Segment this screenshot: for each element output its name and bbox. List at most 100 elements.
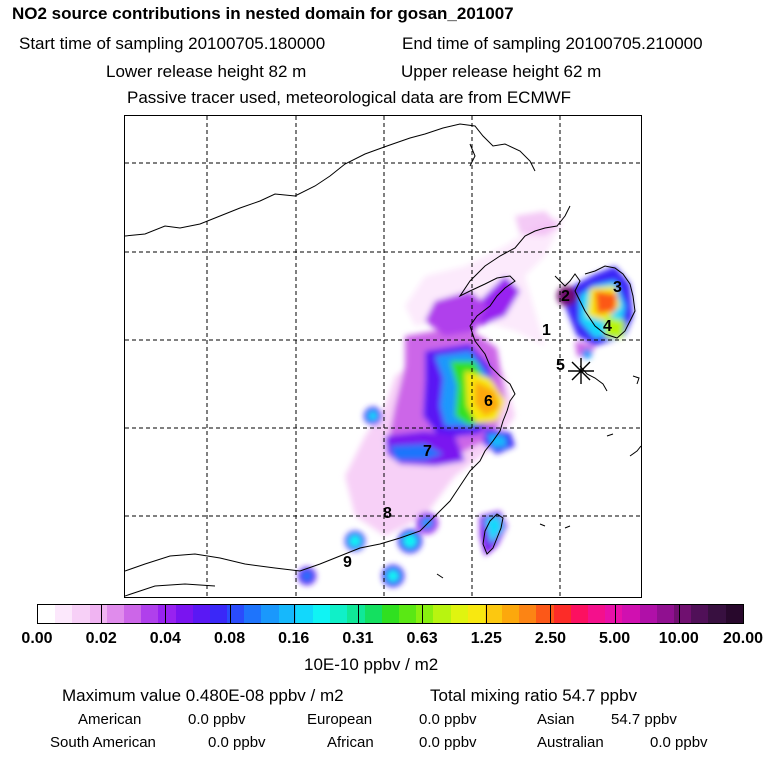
australian-value: 0.0 ppbv — [650, 734, 708, 751]
colorbar-swatch — [295, 605, 313, 623]
australian-label: Australian — [537, 734, 604, 751]
concentration-map — [125, 116, 641, 597]
colorbar-swatch — [158, 605, 176, 623]
colorbar-swatch — [261, 605, 279, 623]
colorbar-swatch — [519, 605, 537, 623]
colorbar-swatch — [55, 605, 73, 623]
colorbar-swatch — [209, 605, 228, 623]
total-mixing-ratio: Total mixing ratio 54.7 ppbv — [430, 686, 637, 705]
colorbar-tick-label: 0.08 — [213, 630, 246, 647]
colorbar-swatch — [381, 605, 399, 623]
colorbar-swatch — [244, 605, 262, 623]
colorbar — [37, 604, 744, 624]
colorbar-swatch — [141, 605, 159, 623]
colorbar-swatch — [605, 605, 623, 623]
colorbar-swatch — [656, 605, 674, 623]
map-panel — [124, 115, 642, 598]
european-label: European — [307, 711, 373, 728]
south-american-value: 0.0 ppbv — [208, 734, 266, 751]
colorbar-tick-label: 0.00 — [21, 630, 53, 647]
colorbar-swatch — [123, 605, 142, 623]
colorbar-swatch — [416, 605, 434, 623]
colorbar-swatch — [347, 605, 365, 623]
colorbar-swatch — [536, 605, 554, 623]
colorbar-tick-mark — [486, 604, 488, 624]
colorbar-tick-mark — [37, 604, 38, 624]
colorbar-swatch — [502, 605, 520, 623]
site-label-3: 3 — [613, 279, 622, 296]
colorbar-tick-mark — [101, 604, 103, 624]
colorbar-tick-mark — [678, 604, 680, 624]
south-american-label: South American — [50, 734, 156, 751]
site-label-5: 5 — [556, 357, 565, 374]
colorbar-swatch — [364, 605, 382, 623]
colorbar-tick-label: 0.02 — [85, 630, 117, 647]
colorbar-swatch — [330, 605, 348, 623]
maximum-value: Maximum value 0.480E-08 ppbv / m2 — [62, 686, 344, 705]
colorbar-swatch — [433, 605, 451, 623]
site-label-8: 8 — [383, 505, 392, 522]
colorbar-swatch — [227, 605, 245, 623]
colorbar-unit: 10E-10 ppbv / m2 — [304, 655, 439, 674]
colorbar-swatch — [192, 605, 210, 623]
colorbar-tick-mark — [422, 604, 424, 624]
colorbar-tick-mark — [357, 604, 359, 624]
asian-value: 54.7 ppbv — [611, 711, 677, 728]
european-value: 0.0 ppbv — [419, 711, 477, 728]
colorbar-swatch — [553, 605, 571, 623]
colorbar-tick-label: 0.04 — [149, 630, 181, 647]
colorbar-swatch — [673, 605, 692, 623]
colorbar-tick-mark — [165, 604, 167, 624]
page-title: NO2 source contributions in nested domai… — [12, 4, 514, 23]
colorbar-swatch — [467, 605, 485, 623]
upper-release-height-label: Upper release height 62 m — [401, 62, 602, 81]
colorbar-swatch — [398, 605, 417, 623]
colorbar-tick-mark — [743, 604, 744, 624]
colorbar-swatch — [89, 605, 107, 623]
colorbar-tick-label: 2.50 — [534, 630, 567, 647]
asian-label: Asian — [537, 711, 575, 728]
american-label: American — [78, 711, 142, 728]
grid-lines — [125, 116, 641, 597]
colorbar-swatch — [106, 605, 124, 623]
colorbar-tick-mark — [614, 604, 616, 624]
colorbar-swatch — [691, 605, 709, 623]
colorbar-swatch — [278, 605, 296, 623]
colorbar-swatch — [639, 605, 657, 623]
colorbar-tick-mark — [293, 604, 295, 624]
colorbar-tick-mark — [229, 604, 231, 624]
lower-release-height-label: Lower release height 82 m — [106, 62, 307, 81]
colorbar-swatch — [484, 605, 503, 623]
american-value: 0.0 ppbv — [188, 711, 246, 728]
colorbar-swatch — [313, 605, 331, 623]
receptor-star-marker — [568, 358, 594, 384]
colorbar-tick-mark — [550, 604, 552, 624]
plume-field — [298, 211, 633, 587]
colorbar-tick-label: 0.63 — [406, 630, 438, 647]
colorbar-tick-label: 1.25 — [470, 630, 502, 647]
colorbar-swatch — [588, 605, 606, 623]
site-label-1: 1 — [542, 322, 551, 339]
colorbar-swatch — [708, 605, 726, 623]
site-label-4: 4 — [603, 318, 612, 335]
colorbar-swatch — [725, 605, 743, 623]
colorbar-tick-label: 5.00 — [599, 630, 631, 647]
colorbar-swatch — [175, 605, 193, 623]
colorbar-tick-label: 0.31 — [342, 630, 374, 647]
end-time-label: End time of sampling 20100705.210000 — [402, 34, 703, 53]
site-label-6: 6 — [484, 393, 493, 410]
colorbar-tick-label: 20.00 — [722, 630, 764, 647]
colorbar-swatch — [450, 605, 468, 623]
colorbar-swatch — [622, 605, 640, 623]
start-time-label: Start time of sampling 20100705.180000 — [19, 34, 326, 53]
site-label-9: 9 — [343, 554, 352, 571]
tracer-note: Passive tracer used, meteorological data… — [127, 88, 572, 107]
colorbar-tick-label: 10.00 — [658, 630, 699, 647]
site-label-2: 2 — [561, 288, 570, 305]
site-label-7: 7 — [423, 443, 432, 460]
african-label: African — [327, 734, 374, 751]
african-value: 0.0 ppbv — [419, 734, 477, 751]
colorbar-swatch — [72, 605, 90, 623]
colorbar-swatch — [38, 605, 56, 623]
colorbar-tick-label: 0.16 — [278, 630, 310, 647]
